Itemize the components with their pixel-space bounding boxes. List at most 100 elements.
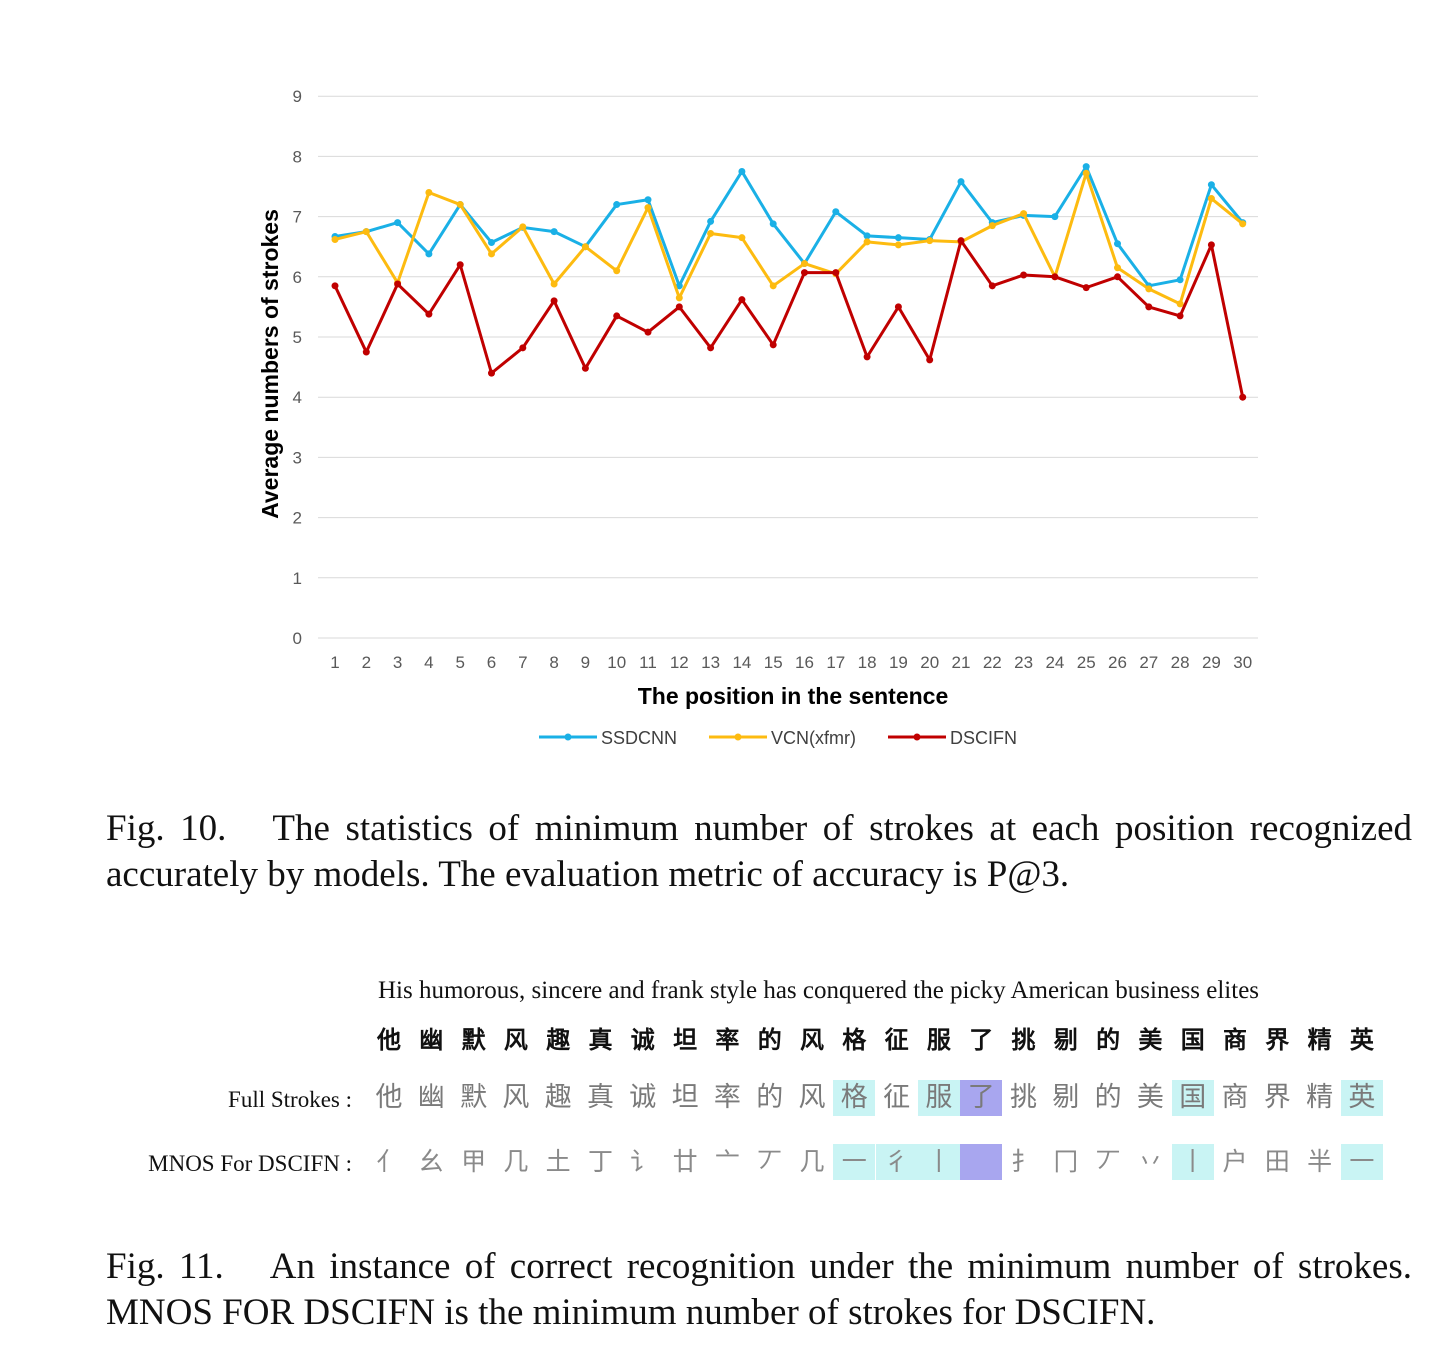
char-cell: 半 [1307, 1147, 1333, 1176]
x-tick-labels: 1 2 3 4 5 6 7 8 9 10 11 12 13 14 15 16 17 18 19 20 21 22 23 24 2… [330, 653, 1252, 672]
data-point [738, 296, 746, 304]
char-cell: 征 [884, 1026, 909, 1054]
data-point [769, 220, 777, 228]
char-cell: 他 [375, 1082, 403, 1113]
char-cell: 国 [1180, 1026, 1205, 1054]
char-cell: 征 [883, 1082, 911, 1113]
char-cell: 默 [461, 1026, 486, 1054]
data-point [863, 232, 871, 240]
x-tick-label: 13 [701, 653, 720, 672]
x-tick-label: 14 [732, 653, 751, 672]
x-tick-label: 15 [764, 653, 783, 672]
char-cell: 挑 [1010, 1082, 1037, 1113]
data-point [926, 237, 934, 245]
data-point [581, 243, 589, 251]
data-point [425, 250, 433, 258]
char-cell: 土 [545, 1147, 571, 1176]
char-cell: 挑 [1011, 1026, 1036, 1054]
data-point [675, 294, 683, 302]
char-cell: 几 [799, 1147, 825, 1176]
x-tick-label: 7 [518, 653, 527, 672]
data-point [1020, 271, 1028, 279]
char-cell: 商 [1223, 1026, 1247, 1054]
series-line [334, 171, 1244, 306]
char-cell: 坦 [671, 1082, 699, 1113]
char-cell: 亠 [714, 1147, 740, 1176]
legend: SSDCNN VCN(xfmr) DSCIFN [539, 728, 1017, 748]
char-cell: 户 [1222, 1147, 1248, 1176]
data-point [1114, 273, 1121, 281]
x-tick-label: 11 [639, 653, 657, 672]
y-tick-label: 0 [293, 629, 302, 648]
x-tick-label: 20 [920, 653, 939, 672]
data-point [362, 348, 370, 356]
data-point [707, 217, 715, 225]
char-cell: 幽 [419, 1026, 444, 1054]
char-cell: 精 [1307, 1026, 1332, 1054]
char-cell: 剔 [1053, 1026, 1078, 1054]
mnos-label: MNOS For DSCIFN : [148, 1151, 352, 1176]
series-line [334, 165, 1244, 288]
legend-marker [564, 733, 572, 741]
y-tick-labels: 0 1 2 3 4 5 6 7 8 9 [293, 87, 302, 648]
data-point [1176, 276, 1184, 284]
y-axis-title: Average numbers of strokes [257, 209, 283, 519]
data-point [644, 204, 652, 212]
data-point [1207, 195, 1215, 203]
x-axis-title: The position in the sentence [638, 683, 949, 709]
x-tick-label: 2 [362, 653, 371, 672]
legend-label: VCN(xfmr) [771, 728, 856, 748]
data-point [644, 196, 652, 204]
data-point [488, 238, 495, 246]
legend-item: VCN(xfmr) [709, 728, 856, 748]
char-cell: 冂 [1053, 1147, 1079, 1176]
char-cell: 格 [842, 1026, 867, 1054]
char-cell: 界 [1265, 1026, 1290, 1054]
data-point [707, 229, 715, 237]
data-point [675, 282, 683, 290]
figure-11-caption: Fig. 11. An instance of correct recogniti… [106, 1244, 1412, 1336]
data-point [1145, 285, 1153, 293]
data-point [425, 310, 433, 318]
char-cell: 趣 [544, 1082, 572, 1113]
figure-10-text: The statistics of minimum number of stro… [106, 808, 1412, 895]
char-cell: 丨 [1171, 1144, 1214, 1180]
legend-label: DSCIFN [950, 728, 1017, 748]
data-point [1176, 300, 1184, 308]
char-cell: 界 [1263, 1082, 1291, 1113]
data-point [957, 237, 965, 245]
data-point [488, 250, 495, 258]
x-tick-label: 27 [1139, 653, 1158, 672]
series-lines [331, 163, 1247, 401]
char-cell: 讠 [630, 1147, 656, 1176]
figure-10-caption: Fig. 10. The statistics of minimum number… [106, 806, 1412, 898]
char-cell: 风 [503, 1026, 528, 1054]
data-point [1020, 210, 1028, 218]
data-point [1051, 273, 1059, 281]
x-tick-label: 5 [455, 653, 464, 672]
data-point [1051, 213, 1059, 221]
char-cell: 率 [713, 1082, 741, 1113]
char-cell: 一 [833, 1144, 876, 1180]
char-cell: 剔 [1052, 1082, 1080, 1113]
data-point [769, 341, 777, 349]
x-tick-label: 24 [1045, 653, 1064, 672]
char-cell: 丆 [757, 1147, 783, 1176]
data-point [644, 328, 652, 336]
data-point [738, 167, 746, 175]
chinese-sentence-row: 他幽默风趣真诚坦率的风格征服了挑剔的美国商界精英 [0, 1016, 1445, 1056]
english-sentence: His humorous, sincere and frank style ha… [378, 977, 1260, 1004]
legend-item: DSCIFN [888, 728, 1017, 748]
char-cell: 甲 [461, 1147, 487, 1176]
char-cell: 诚 [630, 1026, 655, 1054]
data-point [832, 269, 840, 277]
char-cell: 风 [798, 1082, 826, 1113]
char-cell: 服 [917, 1080, 960, 1116]
char-cell: 幺 [418, 1147, 444, 1176]
data-point [1239, 220, 1247, 228]
series-line [333, 239, 1245, 398]
data-point [1239, 393, 1247, 401]
figure-11-text: An instance of correct recognition under… [106, 1246, 1413, 1333]
x-tick-label: 25 [1077, 653, 1096, 672]
data-point [738, 234, 746, 242]
